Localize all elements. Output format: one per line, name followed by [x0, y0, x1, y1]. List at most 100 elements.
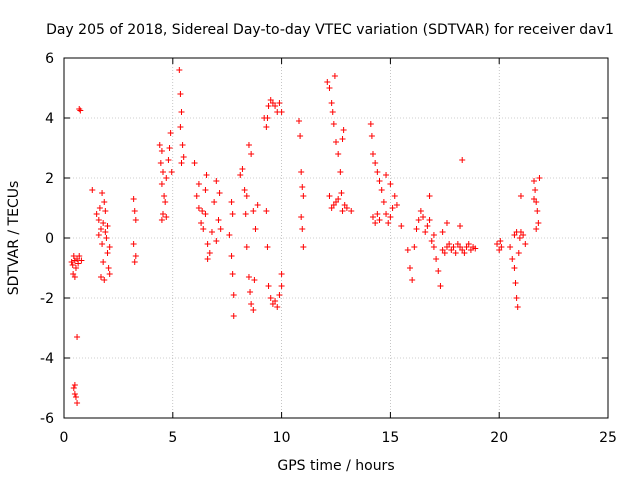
- data-point-marker: [215, 217, 222, 223]
- data-point-marker: [343, 205, 350, 211]
- data-point-marker: [245, 142, 252, 148]
- data-point-marker: [100, 220, 107, 226]
- y-tick-label: -6: [40, 411, 54, 427]
- data-point-marker: [71, 274, 78, 280]
- data-point-marker: [326, 193, 333, 199]
- data-point-marker: [76, 253, 83, 259]
- data-point-marker: [278, 283, 285, 289]
- data-point-marker: [520, 232, 527, 238]
- data-point-marker: [450, 244, 457, 250]
- data-point-marker: [230, 313, 237, 319]
- data-point-marker: [264, 115, 271, 121]
- data-point-marker: [97, 274, 104, 280]
- data-point-marker: [369, 214, 376, 220]
- data-point-marker: [106, 271, 113, 277]
- data-point-marker: [404, 247, 411, 253]
- data-point-marker: [264, 244, 271, 250]
- data-point-marker: [300, 244, 307, 250]
- data-point-marker: [162, 199, 169, 205]
- data-point-marker: [156, 142, 163, 148]
- data-point-marker: [213, 238, 220, 244]
- data-point-marker: [426, 193, 433, 199]
- data-point-marker: [103, 235, 110, 241]
- data-point-marker: [68, 259, 75, 265]
- data-point-marker: [339, 208, 346, 214]
- data-point-marker: [498, 244, 505, 250]
- data-point-marker: [161, 193, 168, 199]
- data-point-marker: [531, 196, 538, 202]
- data-point-marker: [247, 289, 254, 295]
- data-point-marker: [78, 257, 85, 264]
- data-point-marker: [398, 223, 405, 229]
- x-axis-label: GPS time / hours: [277, 458, 394, 474]
- data-point-marker: [393, 202, 400, 208]
- data-point-marker: [380, 199, 387, 205]
- data-point-marker: [71, 382, 78, 388]
- data-point-marker: [178, 160, 185, 166]
- data-point-marker: [430, 232, 437, 238]
- data-point-marker: [242, 211, 249, 217]
- data-point-marker: [348, 208, 355, 214]
- x-tick-label: 15: [381, 430, 399, 446]
- data-point-marker: [511, 265, 518, 271]
- data-point-marker: [93, 211, 100, 217]
- data-point-marker: [104, 223, 111, 229]
- data-point-marker: [243, 244, 250, 250]
- data-point-marker: [263, 124, 270, 130]
- data-point-marker: [385, 220, 392, 226]
- data-point-marker: [535, 220, 542, 226]
- data-point-marker: [333, 139, 339, 145]
- data-point-marker: [198, 220, 205, 226]
- data-point-marker: [278, 109, 285, 115]
- data-point-marker: [216, 190, 223, 196]
- data-point-marker: [276, 292, 283, 298]
- y-tick-label: 6: [45, 51, 54, 67]
- data-point-marker: [367, 121, 374, 127]
- data-point-marker: [130, 196, 137, 202]
- data-point-marker: [195, 205, 202, 211]
- data-point-marker: [76, 106, 83, 112]
- data-point-marker: [95, 232, 102, 238]
- data-point-marker: [459, 157, 466, 163]
- data-point-marker: [74, 334, 81, 340]
- data-point-marker: [206, 250, 213, 256]
- data-point-marker: [374, 169, 381, 175]
- data-point-marker: [200, 226, 207, 232]
- data-point-marker: [406, 265, 413, 271]
- data-point-marker: [369, 151, 376, 157]
- data-point-marker: [245, 274, 252, 280]
- data-point-marker: [509, 256, 516, 262]
- data-point-marker: [457, 223, 464, 229]
- grid-lines: [64, 58, 608, 418]
- data-point-marker: [534, 208, 541, 214]
- data-point-marker: [433, 256, 440, 262]
- data-point-marker: [163, 175, 170, 181]
- data-point-marker: [248, 301, 255, 307]
- data-point-marker: [420, 214, 427, 220]
- data-point-marker: [228, 199, 235, 205]
- data-point-marker: [441, 250, 448, 256]
- data-point-marker: [374, 211, 381, 217]
- data-point-marker: [335, 196, 342, 202]
- data-point-marker: [102, 229, 109, 235]
- data-point-marker: [324, 79, 331, 85]
- data-point-marker: [72, 265, 79, 271]
- data-point-marker: [372, 220, 379, 226]
- data-point-marker: [226, 232, 233, 238]
- data-point-marker: [452, 250, 459, 256]
- data-point-marker: [536, 175, 543, 181]
- data-point-marker: [461, 250, 468, 256]
- data-point-marker: [75, 260, 82, 267]
- data-point-marker: [131, 259, 138, 265]
- data-point-marker: [278, 271, 285, 277]
- data-point-marker: [507, 244, 514, 250]
- data-point-marker: [387, 181, 394, 187]
- data-point-marker: [99, 190, 106, 196]
- data-point-marker: [177, 124, 184, 130]
- data-point-marker: [376, 178, 383, 184]
- data-point-marker: [331, 73, 338, 79]
- x-tick-label: 10: [273, 430, 291, 446]
- data-point-marker: [298, 214, 305, 220]
- data-point-marker: [217, 226, 224, 232]
- data-point-marker: [299, 226, 306, 232]
